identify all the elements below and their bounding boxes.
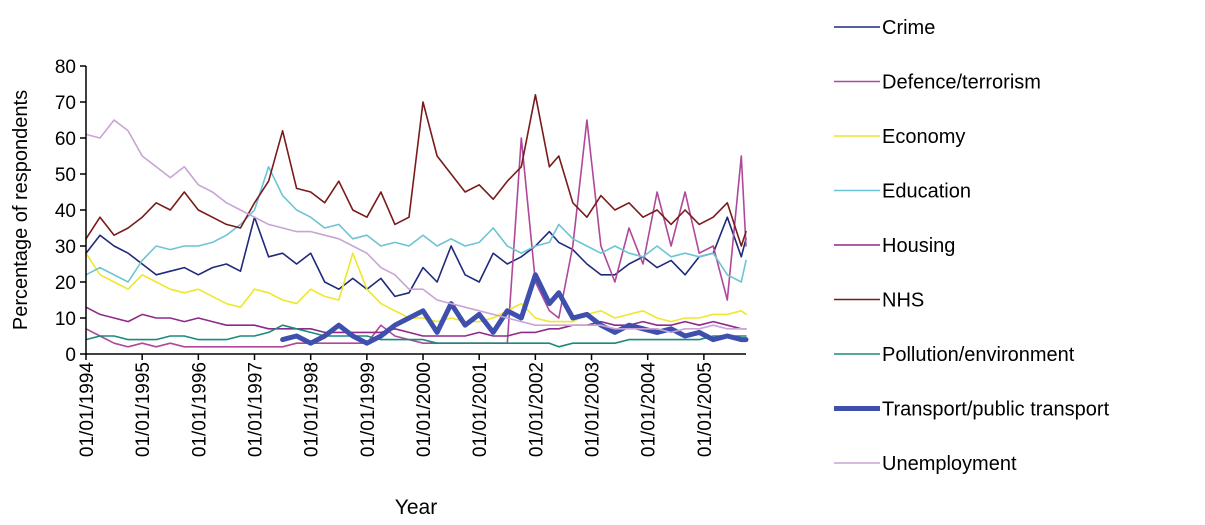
legend-label-housing: Housing [882, 235, 955, 257]
x-tick-label: 01/01/1994 [77, 362, 98, 458]
y-tick-label: 70 [55, 93, 76, 114]
x-axis-label: Year [395, 496, 437, 519]
series-line-crime [85, 216, 747, 298]
series-line-education [85, 166, 747, 283]
x-tick-label: 01/01/1999 [358, 362, 379, 457]
series-line-transport-public-transport [280, 272, 749, 346]
y-tick-label: 50 [55, 165, 76, 186]
x-tick-label: 01/01/2003 [583, 362, 604, 457]
x-tick-label: 01/01/2001 [470, 362, 491, 457]
axes [85, 66, 746, 355]
y-tick-label: 80 [55, 57, 76, 78]
y-tick-label: 10 [55, 309, 76, 330]
series-line-housing [85, 306, 747, 337]
x-ticks: 01/01/1994 01/01/1995 01/01/1996 01/01/1997… [77, 354, 716, 457]
series-line-nhs [85, 94, 747, 247]
y-tick-label: 20 [55, 273, 76, 294]
legend-label-economy: Economy [882, 126, 965, 148]
x-tick-label: 01/01/1998 [302, 362, 323, 457]
legend-label-crime: Crime [882, 17, 935, 39]
x-tick-label: 01/01/1997 [246, 362, 267, 457]
y-tick-label: 30 [55, 237, 76, 258]
y-axis-label: Percentage of respondents [10, 90, 32, 330]
x-tick-label: 01/01/2005 [695, 362, 716, 457]
series-line-defence-terrorism [85, 119, 747, 348]
y-tick-label: 60 [55, 129, 76, 150]
legend-label-pollution-environment: Pollution/environment [882, 344, 1075, 366]
legend: Crime Defence/terrorism Economy Education Ho… [834, 17, 1110, 475]
legend-label-unemployment: Unemployment [882, 453, 1017, 475]
x-tick-label: 01/01/2000 [414, 362, 435, 457]
y-ticks: 0 10 20 30 40 50 60 70 80 [55, 57, 86, 366]
x-tick-label: 01/01/2004 [639, 362, 660, 458]
series-line-economy [85, 252, 747, 323]
series-line-pollution-environment [85, 324, 747, 348]
x-tick-label: 01/01/1996 [189, 362, 210, 457]
y-tick-label: 0 [65, 345, 76, 366]
legend-label-nhs: NHS [882, 290, 924, 312]
x-tick-label: 01/01/2002 [526, 362, 547, 457]
legend-label-defence-terrorism: Defence/terrorism [882, 72, 1041, 94]
legend-label-transport-public-transport: Transport/public transport [882, 399, 1110, 421]
x-tick-label: 01/01/1995 [133, 362, 154, 457]
legend-label-education: Education [882, 181, 971, 203]
y-tick-label: 40 [55, 201, 76, 222]
plot-lines [85, 94, 749, 348]
series-line-unemployment [85, 119, 747, 334]
